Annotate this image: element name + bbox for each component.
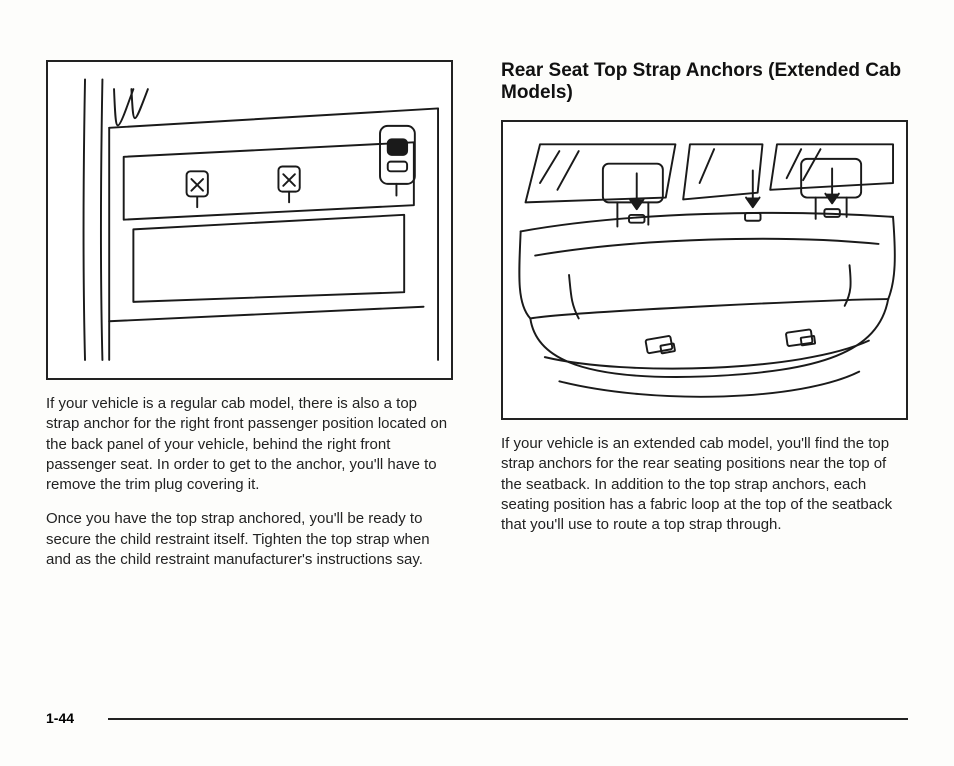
right-paragraph-1: If your vehicle is an extended cab model… [501,434,908,535]
manual-page: If your vehicle is a regular cab model, … [0,0,954,766]
left-paragraph-1: If your vehicle is a regular cab model, … [46,394,453,495]
left-paragraph-2: Once you have the top strap anchored, yo… [46,509,453,570]
extended-cab-svg [511,128,898,412]
section-heading: Rear Seat Top Strap Anchors (Extended Ca… [501,60,908,104]
right-column: Rear Seat Top Strap Anchors (Extended Ca… [501,60,908,584]
regular-cab-svg [56,68,443,371]
regular-cab-illustration [46,60,453,380]
extended-cab-illustration [501,120,908,420]
footer-rule [108,718,908,720]
two-column-layout: If your vehicle is a regular cab model, … [46,60,908,584]
page-number: 1-44 [46,710,74,726]
left-column: If your vehicle is a regular cab model, … [46,60,453,584]
